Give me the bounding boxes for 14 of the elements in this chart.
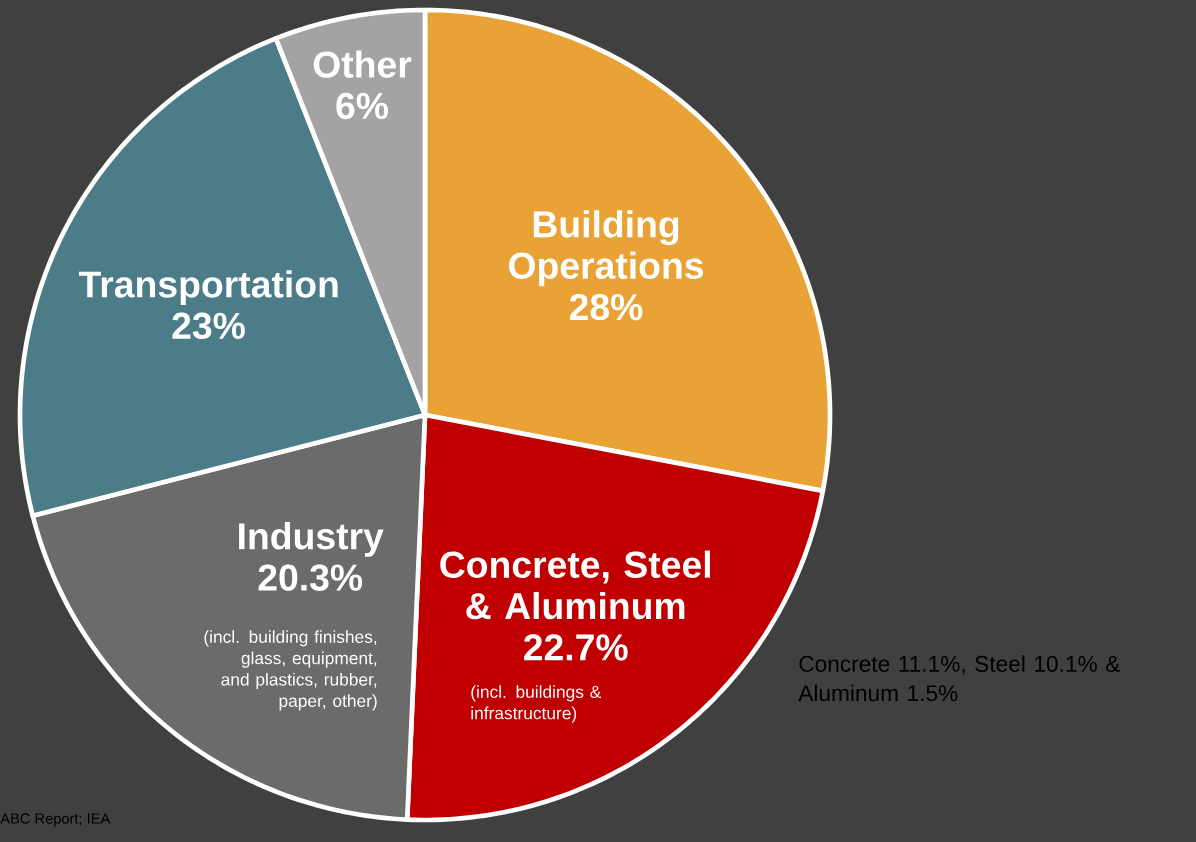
text: ABC Report; IEA [0, 813, 111, 827]
slice-label: Building Operations [509, 210, 704, 287]
slice-label: Transportation [78, 270, 338, 306]
data-label: 6% [336, 92, 388, 120]
data-label: 20.3% [258, 564, 363, 591]
text: (incl. buildings & infrastructure) [471, 685, 601, 723]
text: Concrete 11.1%, Steel 10.1% & Aluminum 1.5% [798, 655, 1120, 702]
data-label: 23% [172, 312, 245, 340]
data-label: 22.7% [524, 634, 628, 661]
text: (incl. building finishes, glass, equipment, and plastics, rubber, paper, other) [204, 630, 377, 711]
slice-label: Industry [239, 522, 384, 557]
data-label: 28% [569, 293, 643, 321]
slice-label: Other [313, 50, 412, 78]
slice-label: Concrete, Steel & Aluminum [440, 550, 710, 620]
